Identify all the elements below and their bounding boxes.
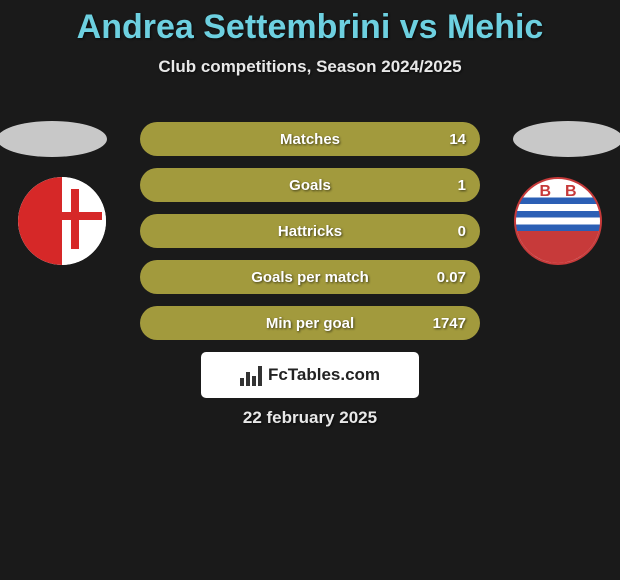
subtitle: Club competitions, Season 2024/2025 xyxy=(0,57,620,77)
player-oval-left xyxy=(0,121,107,157)
stat-label: Goals per match xyxy=(251,269,369,286)
stat-value: 0.07 xyxy=(437,269,466,286)
player-oval-right xyxy=(513,121,620,157)
club-badge-left xyxy=(18,177,106,265)
stat-value: 1747 xyxy=(433,315,466,332)
brand-box: FcTables.com xyxy=(201,352,419,398)
stat-row-goals: Goals 1 xyxy=(140,168,480,202)
stat-value: 0 xyxy=(458,223,466,240)
stat-label: Hattricks xyxy=(278,223,342,240)
stat-value: 1 xyxy=(458,177,466,194)
club-badge-right: BB xyxy=(514,177,602,265)
stat-row-min-per-goal: Min per goal 1747 xyxy=(140,306,480,340)
page-title: Andrea Settembrini vs Mehic xyxy=(0,0,620,47)
stat-label: Matches xyxy=(280,131,340,148)
brand-text: FcTables.com xyxy=(268,365,380,385)
stat-label: Min per goal xyxy=(266,315,354,332)
stat-row-hattricks: Hattricks 0 xyxy=(140,214,480,248)
chart-icon xyxy=(240,364,262,386)
date-text: 22 february 2025 xyxy=(0,408,620,428)
stat-label: Goals xyxy=(289,177,331,194)
stat-row-goals-per-match: Goals per match 0.07 xyxy=(140,260,480,294)
stats-rows: Matches 14 Goals 1 Hattricks 0 Goals per… xyxy=(140,122,480,352)
stat-value: 14 xyxy=(449,131,466,148)
stat-row-matches: Matches 14 xyxy=(140,122,480,156)
